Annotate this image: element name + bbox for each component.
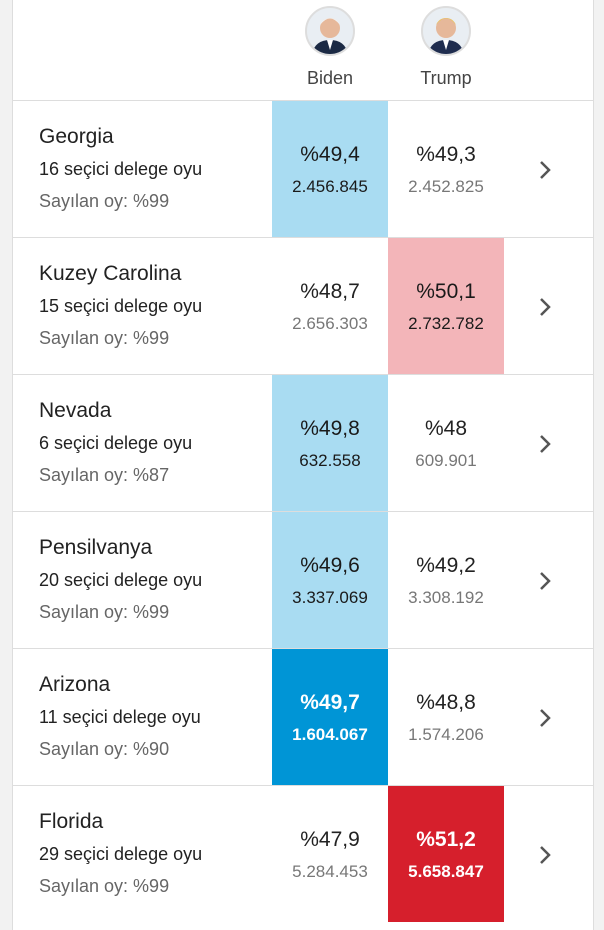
state-name: Florida: [39, 810, 104, 833]
chevron-icon[interactable]: [537, 159, 553, 186]
result-cell: %49,4 2.456.845: [272, 101, 388, 237]
avatar-image: [428, 18, 464, 54]
result-cell: %48 609.901: [388, 375, 504, 511]
vote-percent: %48,7: [300, 280, 360, 303]
vote-count: 2.452.825: [408, 177, 484, 196]
vote-count: 2.656.303: [292, 314, 368, 333]
state-row[interactable]: Nevada 6 seçici delege oyu Sayılan oy: %87…: [13, 374, 593, 511]
state-row[interactable]: Florida 29 seçici delege oyu Sayılan oy: %…: [13, 785, 593, 922]
result-cell: %49,2 3.308.192: [388, 512, 504, 648]
vote-percent: %49,3: [416, 143, 476, 166]
state-name: Georgia: [39, 125, 114, 148]
chevron: [540, 572, 551, 590]
candidate-name: Trump: [420, 68, 472, 88]
result-cell: %50,1 2.732.782: [388, 238, 504, 374]
state-name: Arizona: [39, 673, 111, 696]
state-name: Kuzey Carolina: [39, 262, 182, 285]
electoral-votes: 29 seçici delege oyu: [39, 844, 203, 864]
candidate-avatar: [305, 6, 355, 56]
chevron-icon[interactable]: [537, 433, 553, 460]
chevron: [540, 709, 551, 727]
chevron: [540, 298, 551, 316]
electoral-votes: 11 seçici delege oyu: [39, 707, 201, 727]
electoral-votes: 20 seçici delege oyu: [39, 570, 203, 590]
chevron-icon[interactable]: [537, 296, 553, 323]
state-row[interactable]: Pensilvanya 20 seçici delege oyu Sayılan o…: [13, 511, 593, 648]
result-cell: %48,8 1.574.206: [388, 649, 504, 785]
vote-count: 1.574.206: [408, 725, 484, 744]
vote-count: 5.284.453: [292, 862, 368, 881]
counted-votes: Sayılan oy: %99: [39, 328, 170, 348]
electoral-votes: 6 seçici delege oyu: [39, 433, 193, 453]
result-cell: %49,7 1.604.067: [272, 649, 388, 785]
electoral-votes: 16 seçici delege oyu: [39, 159, 203, 179]
vote-count: 2.456.845: [292, 177, 368, 196]
vote-percent: %49,2: [416, 554, 476, 577]
counted-votes: Sayılan oy: %99: [39, 602, 170, 622]
vote-percent: %49,8: [300, 417, 360, 440]
candidate-name: Biden: [306, 68, 354, 88]
chevron: [540, 846, 551, 864]
state-row[interactable]: Arizona 11 seçici delege oyu Sayılan oy: %…: [13, 648, 593, 785]
result-cell: %51,2 5.658.847: [388, 786, 504, 922]
state-name: Nevada: [39, 399, 112, 422]
vote-percent: %48: [424, 417, 468, 440]
state-row[interactable]: Georgia 16 seçici delege oyu Sayılan oy: %…: [13, 100, 593, 237]
vote-count: 1.604.067: [292, 725, 368, 744]
electoral-votes: 15 seçici delege oyu: [39, 296, 203, 316]
result-cell: %49,3 2.452.825: [388, 101, 504, 237]
result-cell: %48,7 2.656.303: [272, 238, 388, 374]
vote-percent: %49,6: [300, 554, 360, 577]
vote-percent: %49,4: [300, 143, 360, 166]
results-panel: Biden Trump Georgia 16 seçici delege oyu Say…: [12, 0, 594, 930]
counted-votes: Sayılan oy: %90: [39, 739, 170, 759]
vote-count: 609.901: [415, 451, 477, 470]
chevron-icon[interactable]: [537, 844, 553, 871]
chevron-icon[interactable]: [537, 570, 553, 597]
vote-count: 632.558: [299, 451, 361, 470]
vote-percent: %50,1: [416, 280, 476, 303]
vote-count: 3.308.192: [408, 588, 484, 607]
candidate-avatar: [421, 6, 471, 56]
vote-count: 5.658.847: [408, 862, 484, 881]
chevron: [540, 435, 551, 453]
avatar-image: [312, 18, 348, 54]
state-row[interactable]: Kuzey Carolina 15 seçici delege oyu Sayıla…: [13, 237, 593, 374]
chevron: [540, 161, 551, 179]
vote-count: 3.337.069: [292, 588, 368, 607]
vote-percent: %47,9: [300, 828, 360, 851]
vote-percent: %51,2: [416, 828, 476, 851]
counted-votes: Sayılan oy: %99: [39, 191, 170, 211]
result-cell: %49,6 3.337.069: [272, 512, 388, 648]
result-cell: %47,9 5.284.453: [272, 786, 388, 922]
chevron-icon[interactable]: [537, 707, 553, 734]
vote-percent: %49,7: [300, 691, 360, 714]
result-cell: %49,8 632.558: [272, 375, 388, 511]
vote-percent: %48,8: [416, 691, 476, 714]
counted-votes: Sayılan oy: %99: [39, 876, 170, 896]
vote-count: 2.732.782: [408, 314, 484, 333]
state-name: Pensilvanya: [39, 536, 153, 559]
counted-votes: Sayılan oy: %87: [39, 465, 170, 485]
